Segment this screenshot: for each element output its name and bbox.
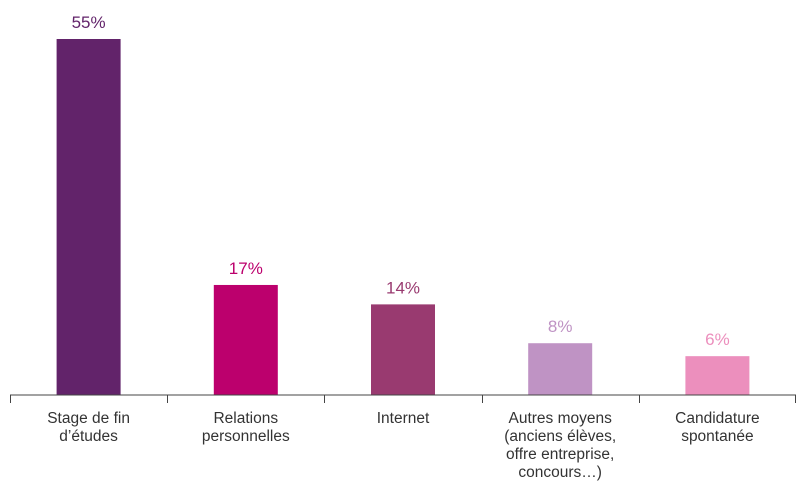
data-label: 6% (705, 330, 730, 349)
x-tick-label: Candidature spontanée (675, 410, 759, 445)
data-label: 8% (548, 317, 573, 336)
bar (685, 356, 750, 395)
x-tick-label: Internet (377, 410, 430, 427)
data-labels-group: 55% 17% 14% 8% 6% (72, 13, 730, 349)
x-tick-label: Autres moyens (anciens élèves, offre entre… (504, 410, 616, 481)
bar (213, 284, 278, 395)
bar (528, 343, 593, 395)
x-tick-label: Relations personnelles (202, 410, 290, 445)
bar (371, 304, 435, 395)
category-labels-group: Stage de fin d’études Relations personnelle… (47, 410, 759, 481)
data-label: 55% (72, 13, 106, 32)
bar (56, 39, 121, 395)
data-label: 17% (229, 259, 263, 278)
x-tick-label: Stage de fin d’études (47, 410, 130, 445)
data-label: 14% (386, 278, 420, 297)
bars-group (56, 39, 750, 395)
x-axis (10, 394, 796, 403)
